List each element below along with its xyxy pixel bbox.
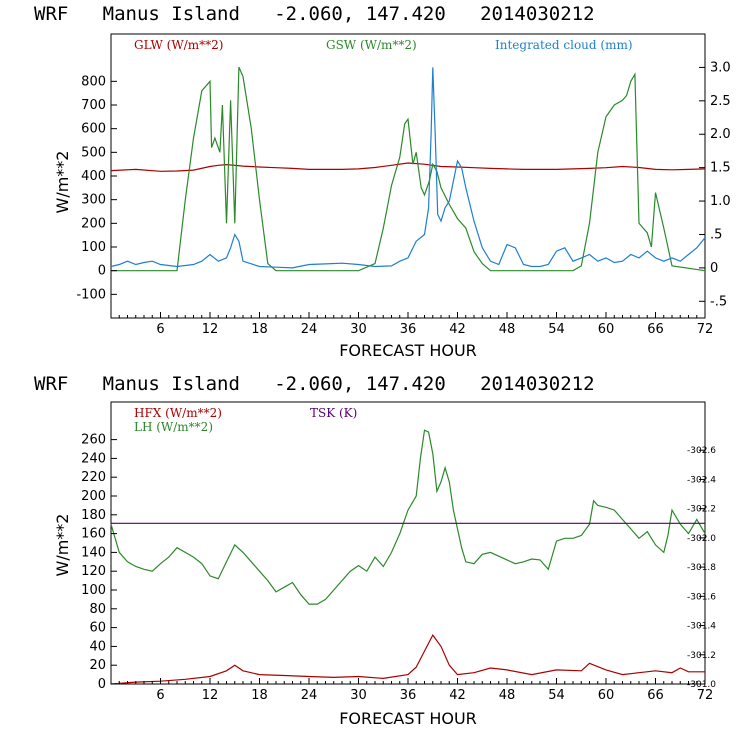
bottom-legend-hfx: HFX (W/m**2) xyxy=(134,406,222,420)
top-panel: -100 0 100 200 300 400 500 600 700 800 -.5 0 .5 1.0 1… xyxy=(53,33,731,360)
bottom-x-tick-label: 66 xyxy=(647,688,664,703)
bottom-y-tick-label: 220 xyxy=(81,470,106,485)
top-x-tick-label: 6 xyxy=(156,322,164,337)
top-y-tick-label: 800 xyxy=(81,74,106,89)
top-series-line-3 xyxy=(110,67,706,269)
bottom-series-line-2 xyxy=(110,429,706,605)
bottom-series-line-1 xyxy=(110,633,705,685)
bottom-y-tick-label: 120 xyxy=(81,564,106,579)
bottom-y-tick-label: 0 xyxy=(98,677,106,692)
bottom-x-tick-label: 6 xyxy=(156,688,164,703)
top-y2-tick-label: 0 xyxy=(710,261,718,276)
top-legend-cloud: Integrated cloud (mm) xyxy=(495,38,633,52)
bottom-y2-tick-label: -301.6 xyxy=(687,592,716,602)
bottom-y-tick-label: 40 xyxy=(89,639,106,654)
bottom-y-axis-label: W/m**2 xyxy=(53,514,72,577)
bottom-y-tick-label: 80 xyxy=(89,602,106,617)
top-y2-tick-label: 2.5 xyxy=(710,94,731,109)
top-y-tick-label: -100 xyxy=(76,287,106,302)
top-y-tick-label: 500 xyxy=(81,145,106,160)
top-x-tick-label: 72 xyxy=(697,322,714,337)
top-x-tick-label: 54 xyxy=(548,322,565,337)
top-y2-tick-label: 2.0 xyxy=(710,127,731,142)
top-x-tick-label: 48 xyxy=(499,322,516,337)
bottom-y2-tick-label: -301.0 xyxy=(687,680,716,690)
top-y-tick-label: 600 xyxy=(81,122,106,137)
bottom-x-tick-label: 36 xyxy=(400,688,417,703)
top-plot-frame xyxy=(110,33,706,319)
bottom-y-tick-label: 60 xyxy=(89,621,106,636)
bottom-y-tick-label: 100 xyxy=(81,583,106,598)
top-y-tick-label: 300 xyxy=(81,193,106,208)
bottom-legend-lh: LH (W/m**2) xyxy=(134,420,213,434)
top-y-tick-label: 0 xyxy=(98,264,106,279)
bottom-y2-tick-label: -302.4 xyxy=(687,475,716,485)
bottom-y2-tick-label: -302.6 xyxy=(687,446,716,456)
bottom-y-tick-label: 140 xyxy=(81,545,106,560)
top-y2-tick-label: 3.0 xyxy=(710,60,731,75)
top-x-tick-label: 66 xyxy=(647,322,664,337)
bottom-panel: 0 20 40 60 80 100 120 140 160 180 200 220 240 260 -30… xyxy=(53,401,716,728)
bottom-y-tick-label: 160 xyxy=(81,527,106,542)
bottom-y-tick-label: 260 xyxy=(81,433,106,448)
top-legend-gsw: GSW (W/m**2) xyxy=(326,38,417,52)
bottom-legend-tsk: TSK (K) xyxy=(310,406,357,420)
top-y-tick-label: 700 xyxy=(81,98,106,113)
top-y-tick-label: 100 xyxy=(81,240,106,255)
top-series-line-2 xyxy=(111,66,706,272)
bottom-y-tick-label: 20 xyxy=(89,658,106,673)
bottom-x-tick-label: 30 xyxy=(350,688,367,703)
top-panel-title: WRF Manus Island -2.060, 147.420 2014030… xyxy=(34,3,595,25)
bottom-x-tick-label: 18 xyxy=(251,688,268,703)
bottom-x-tick-label: 48 xyxy=(499,688,516,703)
bottom-panel-title: WRF Manus Island -2.060, 147.420 2014030… xyxy=(34,373,595,395)
top-x-tick-label: 42 xyxy=(449,322,466,337)
bottom-x-axis-label: FORECAST HOUR xyxy=(339,709,477,728)
top-legend-glw: GLW (W/m**2) xyxy=(134,38,223,52)
bottom-x-tick-label: 42 xyxy=(449,688,466,703)
bottom-x-tick-label: 60 xyxy=(598,688,615,703)
bottom-y2-tick-label: -302.0 xyxy=(687,534,716,544)
top-x-tick-label: 18 xyxy=(251,322,268,337)
top-y-axis-label: W/m**2 xyxy=(53,151,72,214)
bottom-y-tick-label: 240 xyxy=(81,451,106,466)
top-x-tick-label: 24 xyxy=(301,322,318,337)
top-y-tick-label: 400 xyxy=(81,169,106,184)
bottom-y2-tick-label: -302.2 xyxy=(687,505,716,515)
bottom-x-tick-label: 54 xyxy=(548,688,565,703)
bottom-x-tick-label: 24 xyxy=(301,688,318,703)
bottom-y2-tick-label: -301.4 xyxy=(687,622,716,632)
top-y-tick-label: 200 xyxy=(81,216,106,231)
bottom-x-tick-label: 72 xyxy=(697,688,714,703)
top-x-tick-label: 36 xyxy=(400,322,417,337)
bottom-y2-tick-label: -301.2 xyxy=(687,651,716,661)
top-y2-tick-label: 1.0 xyxy=(710,194,731,209)
bottom-x-tick-label: 12 xyxy=(202,688,219,703)
bottom-y-tick-label: 180 xyxy=(81,508,106,523)
top-x-tick-label: 30 xyxy=(350,322,367,337)
top-x-tick-label: 60 xyxy=(598,322,615,337)
top-y2-tick-label: 1.5 xyxy=(710,161,731,176)
top-x-axis-label: FORECAST HOUR xyxy=(339,341,477,360)
top-y2-tick-label: .5 xyxy=(710,227,722,242)
top-series-line-1 xyxy=(110,162,706,172)
bottom-plot-frame xyxy=(110,401,706,685)
top-y2-tick-label: -.5 xyxy=(710,294,727,309)
bottom-y2-tick-label: -301.8 xyxy=(687,563,716,573)
bottom-y-tick-label: 200 xyxy=(81,489,106,504)
top-x-tick-label: 12 xyxy=(202,322,219,337)
